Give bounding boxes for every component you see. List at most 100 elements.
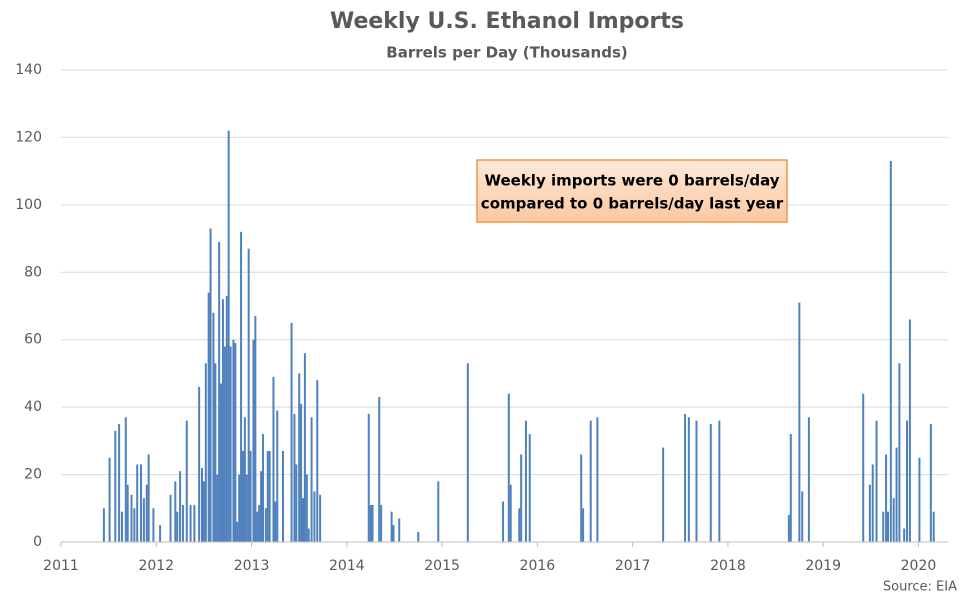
bar bbox=[266, 450, 269, 542]
bar bbox=[118, 424, 121, 542]
annotation: Weekly imports were 0 barrels/day bbox=[484, 172, 779, 190]
bar bbox=[124, 417, 127, 542]
source: Source: EIA bbox=[883, 580, 957, 595]
bar bbox=[229, 346, 232, 542]
bar bbox=[307, 528, 310, 542]
bar bbox=[908, 319, 911, 542]
bar bbox=[126, 484, 129, 542]
bar bbox=[232, 339, 235, 542]
bar bbox=[868, 484, 871, 542]
bar bbox=[133, 508, 136, 542]
bar bbox=[882, 511, 885, 542]
bar bbox=[249, 450, 252, 542]
bar bbox=[185, 420, 188, 542]
bar bbox=[227, 130, 230, 542]
bar bbox=[223, 346, 226, 542]
bar bbox=[929, 424, 932, 542]
x-tick-label: 2016 bbox=[520, 558, 556, 574]
bar bbox=[798, 302, 801, 542]
x-tick-label: 2017 bbox=[615, 558, 651, 574]
bar bbox=[875, 420, 878, 542]
y-tick-label: 0 bbox=[33, 534, 42, 550]
x-tick-label: 2019 bbox=[805, 558, 841, 574]
bar bbox=[258, 504, 261, 542]
bar bbox=[209, 228, 212, 542]
bar bbox=[254, 316, 257, 542]
x-tick-label: 2018 bbox=[710, 558, 746, 574]
bar bbox=[313, 491, 316, 542]
bar bbox=[871, 464, 874, 542]
annotation: compared to 0 barrels/day last year bbox=[481, 195, 784, 213]
bar bbox=[509, 484, 512, 542]
bar bbox=[102, 508, 105, 542]
bar bbox=[528, 434, 531, 542]
bar bbox=[274, 501, 277, 542]
bar bbox=[281, 450, 284, 542]
bar bbox=[120, 511, 123, 542]
bar bbox=[201, 467, 204, 542]
bar bbox=[580, 454, 583, 542]
y-tick-label: 120 bbox=[15, 129, 42, 145]
bar bbox=[234, 343, 237, 542]
bar bbox=[885, 454, 888, 542]
annotation-box bbox=[476, 159, 788, 223]
bar bbox=[276, 410, 279, 542]
bar bbox=[204, 363, 207, 542]
chart-subtitle: Barrels per Day (Thousands) bbox=[386, 44, 627, 62]
bar bbox=[207, 292, 210, 542]
bar bbox=[212, 312, 215, 542]
y-tick-label: 80 bbox=[24, 264, 42, 280]
bar bbox=[252, 339, 255, 542]
bar bbox=[662, 447, 665, 542]
x-tick-label: 2014 bbox=[329, 558, 365, 574]
bar bbox=[932, 511, 935, 542]
bar bbox=[176, 511, 179, 542]
y-tick-label: 40 bbox=[24, 399, 42, 415]
bar bbox=[169, 494, 172, 542]
bar bbox=[189, 504, 192, 542]
bar bbox=[268, 450, 271, 542]
bar bbox=[293, 413, 296, 542]
bar bbox=[179, 471, 182, 542]
bar bbox=[272, 376, 275, 542]
bar bbox=[898, 363, 901, 542]
bar bbox=[300, 403, 303, 542]
bar bbox=[502, 501, 505, 542]
bar bbox=[380, 504, 383, 542]
bar bbox=[159, 525, 162, 542]
bar bbox=[216, 474, 219, 542]
bar bbox=[518, 508, 521, 542]
bar bbox=[466, 363, 469, 542]
bar bbox=[236, 521, 239, 542]
bar bbox=[295, 464, 298, 542]
bar bbox=[218, 241, 221, 542]
x-tick-label: 2020 bbox=[901, 558, 937, 574]
bar bbox=[108, 457, 111, 542]
bar bbox=[260, 471, 263, 542]
bar bbox=[152, 508, 155, 542]
bar bbox=[392, 525, 395, 542]
bar bbox=[298, 373, 301, 542]
bar bbox=[193, 504, 196, 542]
bar bbox=[718, 420, 721, 542]
bar bbox=[684, 413, 687, 542]
x-tick-label: 2015 bbox=[424, 558, 460, 574]
bar bbox=[214, 363, 217, 542]
bar bbox=[316, 380, 319, 542]
bar bbox=[319, 494, 322, 542]
bar bbox=[596, 417, 599, 542]
bar bbox=[520, 454, 523, 542]
bar bbox=[241, 450, 244, 542]
x-tick-label: 2011 bbox=[43, 558, 79, 574]
bar bbox=[378, 397, 381, 542]
bar bbox=[181, 504, 184, 542]
bar bbox=[130, 494, 133, 542]
bar bbox=[142, 498, 145, 542]
bar bbox=[895, 447, 898, 542]
bar bbox=[310, 417, 313, 542]
bar bbox=[862, 393, 865, 542]
bar bbox=[303, 353, 306, 542]
bar bbox=[243, 417, 246, 542]
bar bbox=[892, 498, 895, 542]
bar bbox=[787, 515, 790, 542]
